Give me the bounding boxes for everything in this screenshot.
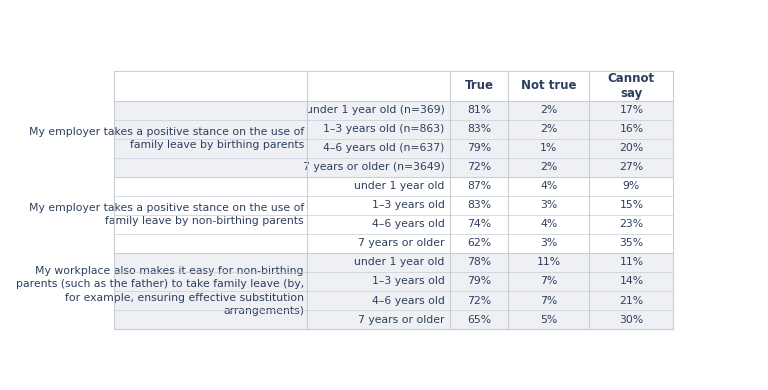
Text: 4–6 years old: 4–6 years old <box>372 219 445 229</box>
Text: 14%: 14% <box>619 277 644 287</box>
Text: Not true: Not true <box>521 79 577 92</box>
Text: 72%: 72% <box>467 162 491 172</box>
Text: 35%: 35% <box>619 238 644 248</box>
Text: under 1 year old: under 1 year old <box>354 181 445 191</box>
Text: 7%: 7% <box>540 296 558 305</box>
Text: My employer takes a positive stance on the use of
family leave by non-birthing p: My employer takes a positive stance on t… <box>28 203 304 227</box>
Text: 4%: 4% <box>540 219 558 229</box>
Text: 87%: 87% <box>467 181 491 191</box>
Text: 1%: 1% <box>540 143 558 153</box>
Bar <box>114 71 674 101</box>
Text: 9%: 9% <box>623 181 640 191</box>
Text: 4–6 years old (n=637): 4–6 years old (n=637) <box>323 143 445 153</box>
Text: 4%: 4% <box>540 181 558 191</box>
Text: 79%: 79% <box>467 277 491 287</box>
Text: 7 years or older: 7 years or older <box>359 238 445 248</box>
Text: 62%: 62% <box>467 238 491 248</box>
Text: 2%: 2% <box>540 105 558 115</box>
Text: 15%: 15% <box>619 200 644 210</box>
Text: 3%: 3% <box>540 200 558 210</box>
Text: 21%: 21% <box>619 296 644 305</box>
Text: My workplace also makes it easy for non-birthing
parents (such as the father) to: My workplace also makes it easy for non-… <box>15 266 304 316</box>
Text: 79%: 79% <box>467 143 491 153</box>
Bar <box>114 101 674 177</box>
Text: 78%: 78% <box>467 257 491 268</box>
Text: 2%: 2% <box>540 124 558 134</box>
Text: 1–3 years old: 1–3 years old <box>372 200 445 210</box>
Text: under 1 year old (n=369): under 1 year old (n=369) <box>306 105 445 115</box>
Text: 3%: 3% <box>540 238 558 248</box>
Text: My employer takes a positive stance on the use of
family leave by birthing paren: My employer takes a positive stance on t… <box>28 127 304 150</box>
Text: 72%: 72% <box>467 296 491 305</box>
Text: 7 years or older (n=3649): 7 years or older (n=3649) <box>303 162 445 172</box>
Text: 11%: 11% <box>619 257 644 268</box>
Text: 1–3 years old: 1–3 years old <box>372 277 445 287</box>
Text: 2%: 2% <box>540 162 558 172</box>
Text: 65%: 65% <box>467 315 491 324</box>
Text: 5%: 5% <box>540 315 558 324</box>
Text: 27%: 27% <box>619 162 644 172</box>
Text: 23%: 23% <box>619 219 644 229</box>
Text: 30%: 30% <box>619 315 644 324</box>
Bar <box>114 253 674 329</box>
Text: 4–6 years old: 4–6 years old <box>372 296 445 305</box>
Text: 81%: 81% <box>467 105 491 115</box>
Text: Cannot
say: Cannot say <box>607 72 655 100</box>
Text: 16%: 16% <box>619 124 644 134</box>
Text: 83%: 83% <box>467 200 491 210</box>
Text: True: True <box>465 79 493 92</box>
Text: under 1 year old: under 1 year old <box>354 257 445 268</box>
Text: 20%: 20% <box>619 143 644 153</box>
Text: 11%: 11% <box>537 257 561 268</box>
Text: 17%: 17% <box>619 105 644 115</box>
Text: 7 years or older: 7 years or older <box>359 315 445 324</box>
Bar <box>114 177 674 253</box>
Text: 7%: 7% <box>540 277 558 287</box>
Text: 1–3 years old (n=863): 1–3 years old (n=863) <box>323 124 445 134</box>
Text: 74%: 74% <box>467 219 491 229</box>
Text: 83%: 83% <box>467 124 491 134</box>
